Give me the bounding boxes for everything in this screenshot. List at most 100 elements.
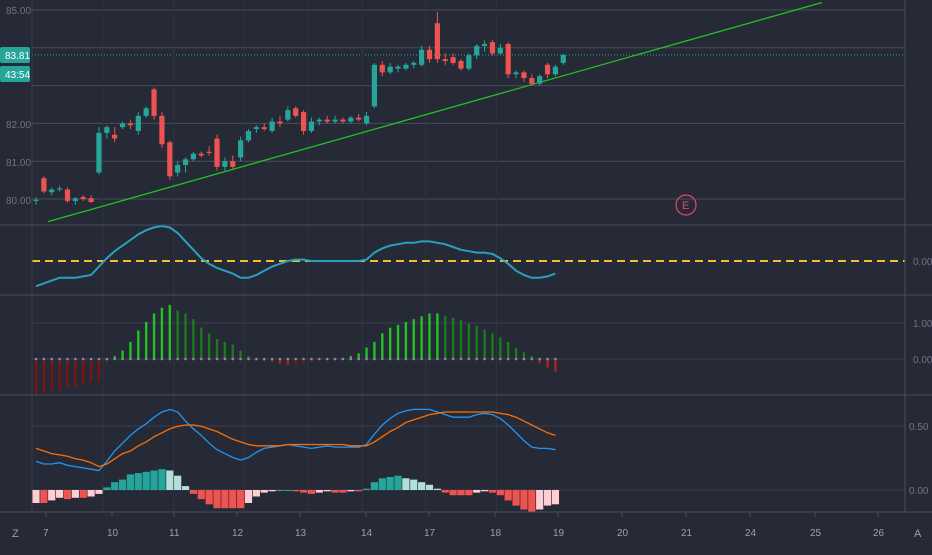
candle-body bbox=[80, 197, 86, 199]
hist-bar bbox=[82, 359, 85, 385]
hist-bar bbox=[286, 359, 290, 365]
time-axis-right-button[interactable]: A bbox=[914, 528, 922, 540]
macd-hist-bar bbox=[512, 490, 520, 506]
hist-bar bbox=[507, 341, 510, 359]
time-tick-label: 21 bbox=[681, 528, 693, 539]
macd-hist-bar bbox=[473, 490, 481, 493]
last-price-badge-bg bbox=[0, 47, 30, 63]
hist-dot bbox=[349, 357, 353, 361]
candle-body bbox=[308, 121, 315, 131]
candle-body bbox=[426, 49, 433, 60]
candle bbox=[88, 195, 94, 203]
pane-dividers[interactable] bbox=[0, 0, 932, 513]
price-pane[interactable]: 85.00 82.00 81.00 80.00 83.81 43:54 E bbox=[0, 0, 905, 512]
macd-hist-bar bbox=[347, 490, 355, 492]
candle-body bbox=[41, 178, 47, 192]
hist-bar bbox=[34, 359, 38, 397]
hist-dot bbox=[231, 357, 235, 361]
hist-bar bbox=[444, 316, 447, 359]
hist-bar bbox=[200, 327, 203, 359]
macd-hist-bar bbox=[402, 478, 410, 490]
candle bbox=[57, 185, 63, 192]
hist-bar bbox=[357, 353, 360, 359]
time-tick-label: 12 bbox=[232, 528, 244, 539]
candle bbox=[214, 134, 220, 171]
candle bbox=[119, 121, 126, 130]
hist-dot bbox=[530, 357, 534, 361]
hist-dot bbox=[318, 357, 321, 361]
hist-dot bbox=[514, 357, 518, 361]
candle bbox=[151, 87, 157, 120]
candle-body bbox=[474, 45, 480, 56]
hist-dot bbox=[278, 357, 282, 361]
hist-dot bbox=[475, 357, 479, 361]
macd-hist-bar bbox=[32, 490, 40, 503]
macd-hist-bar bbox=[111, 482, 119, 490]
macd-hist-bar bbox=[197, 490, 205, 500]
macd-hist-bar bbox=[386, 477, 394, 490]
earnings-marker[interactable]: E bbox=[675, 194, 697, 216]
time-tick-label: 14 bbox=[361, 528, 373, 539]
hist-dot bbox=[58, 357, 61, 361]
macd-hist-bar bbox=[174, 475, 182, 490]
candle-body bbox=[529, 78, 535, 84]
macd-hist-bar bbox=[48, 490, 56, 501]
candle bbox=[64, 187, 71, 203]
hist-dot bbox=[538, 357, 541, 361]
candle-body bbox=[269, 121, 275, 131]
hist-dot bbox=[199, 357, 203, 361]
candle-body bbox=[363, 115, 370, 124]
candle bbox=[159, 112, 165, 148]
hist-dot bbox=[341, 357, 345, 361]
macd-hist-bar bbox=[331, 490, 339, 493]
hist-bar bbox=[388, 327, 392, 359]
hist-bar bbox=[396, 324, 400, 359]
candle-body bbox=[300, 112, 307, 131]
hist-bar bbox=[365, 347, 368, 359]
hist-dot bbox=[483, 357, 486, 361]
hist-bar bbox=[223, 341, 227, 359]
candlestick-series bbox=[33, 11, 566, 205]
price-y-axis[interactable]: 85.00 82.00 81.00 80.00 bbox=[6, 6, 31, 207]
hist-dot bbox=[546, 357, 549, 361]
hist-bar bbox=[129, 341, 132, 359]
hist-dot bbox=[184, 357, 187, 361]
macd-pane[interactable]: 0.50 0.00 bbox=[32, 408, 929, 513]
time-axis-left-button[interactable]: Z bbox=[12, 528, 19, 540]
macd-hist-bar bbox=[213, 490, 221, 509]
price-tick-81: 81.00 bbox=[6, 158, 31, 169]
hist-dot bbox=[499, 357, 502, 361]
candle-body bbox=[489, 42, 496, 54]
hist-tick-1: 1.00 bbox=[913, 319, 932, 330]
macd-hist-bar bbox=[299, 490, 308, 493]
macd-line bbox=[35, 411, 556, 468]
macd-hist-bar bbox=[394, 475, 402, 490]
macd-hist-bar bbox=[496, 490, 504, 496]
last-price-badge[interactable]: 83.81 bbox=[0, 47, 30, 63]
candle-body bbox=[33, 199, 39, 201]
hist-dot bbox=[42, 357, 46, 361]
histogram-pane[interactable]: 1.00 0.00 bbox=[32, 304, 932, 397]
candle-body bbox=[175, 164, 181, 173]
macd-hist-bar bbox=[189, 490, 197, 494]
macd-series bbox=[32, 408, 905, 513]
candle bbox=[481, 40, 488, 52]
time-axis[interactable]: Z A 7 10 11 12 13 14 17 18 19 20 21 24 25 26 bbox=[12, 512, 922, 540]
macd-hist-bar bbox=[71, 490, 79, 498]
candle bbox=[143, 106, 149, 118]
hist-bar bbox=[522, 352, 526, 359]
hist-dot bbox=[215, 357, 219, 361]
candle bbox=[324, 115, 330, 124]
trendline[interactable] bbox=[47, 1, 823, 223]
hist-dot bbox=[310, 357, 313, 361]
candle bbox=[300, 110, 307, 135]
macd-hist-bar bbox=[150, 470, 158, 490]
candle-body bbox=[387, 66, 393, 73]
macd-hist-bar bbox=[205, 490, 213, 505]
oscillator-pane[interactable]: 0.00 bbox=[32, 224, 932, 288]
candle bbox=[112, 127, 118, 143]
macd-hist-bar bbox=[134, 473, 142, 490]
candle-body bbox=[371, 64, 378, 107]
macd-tick-000: 0.00 bbox=[909, 486, 929, 497]
